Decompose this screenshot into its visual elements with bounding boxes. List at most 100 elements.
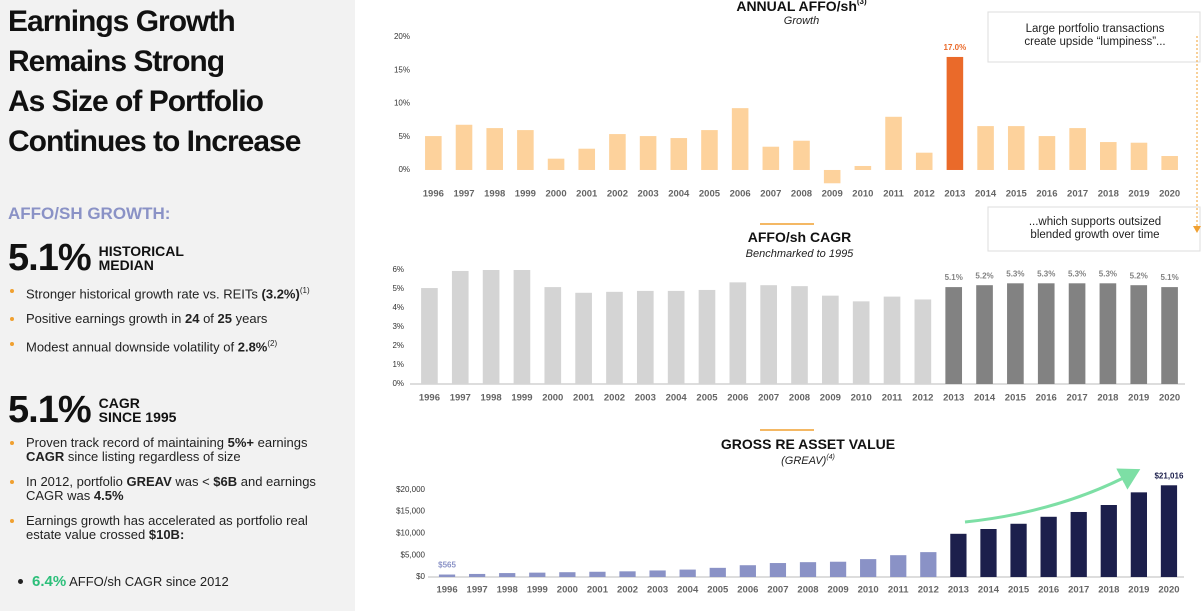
y-tick-label: 5% — [392, 284, 404, 293]
text-run: since listing regardless of size — [64, 449, 241, 464]
text-run: Proven track record of maintaining — [26, 435, 228, 450]
text-run: 24 — [184, 311, 200, 327]
y-tick-label: $20,000 — [396, 485, 425, 494]
bar — [1161, 156, 1178, 170]
x-tick-label: 1997 — [450, 393, 471, 404]
x-tick-label: 2004 — [668, 189, 690, 200]
bar — [1069, 128, 1086, 170]
x-tick-label: 2016 — [1038, 585, 1059, 596]
bar — [823, 169, 841, 184]
y-tick-label: $0 — [416, 572, 425, 581]
bar — [946, 56, 964, 170]
bar — [860, 559, 877, 577]
bar — [950, 533, 967, 577]
bar — [762, 146, 780, 170]
x-tick-label: 2000 — [542, 393, 563, 404]
bar — [822, 295, 839, 384]
stat-head: 5.1% CAGR SINCE 1995 — [8, 389, 338, 431]
y-tick-label: 3% — [392, 322, 404, 331]
bar — [649, 570, 666, 577]
bar — [547, 158, 565, 170]
bar — [529, 572, 546, 577]
x-tick-label: 2003 — [647, 585, 668, 596]
bar — [679, 569, 696, 577]
x-tick-label: 2017 — [1066, 393, 1087, 404]
bar — [945, 287, 963, 384]
x-tick-label: 2011 — [883, 189, 904, 200]
bar — [1160, 485, 1178, 577]
x-tick-label: 2003 — [638, 189, 659, 200]
bullet-list: Stronger historical growth rate vs. REIT… — [8, 284, 338, 355]
x-tick-label: 2013 — [944, 189, 965, 200]
chart-title: AFFO/sh CAGR — [748, 229, 851, 245]
value-label: 17.0% — [944, 43, 967, 52]
chart-subtitle: (GREAV)(4) — [781, 454, 835, 467]
value-label: 5.3% — [1068, 269, 1086, 278]
chart-title: ANNUAL AFFO/sh(3) — [736, 0, 867, 14]
x-tick-label: 2015 — [1005, 393, 1027, 404]
bar — [559, 572, 576, 577]
x-tick-label: 2006 — [730, 189, 751, 200]
text-run: CAGR — [26, 449, 65, 464]
x-tick-label: 2017 — [1068, 585, 1089, 596]
bar — [639, 136, 657, 170]
x-tick-label: 2000 — [557, 585, 578, 596]
left-panel: Earnings Growth Remains Strong As Size o… — [0, 0, 355, 611]
section: 5.1% HISTORICAL MEDIAN Stronger historical … — [8, 237, 338, 366]
y-tick-label: 10% — [394, 99, 410, 108]
y-tick-label: $15,000 — [396, 507, 425, 516]
bar — [589, 571, 606, 577]
text-run: Earnings growth has accelerated as portf… — [26, 513, 308, 542]
x-tick-label: 2019 — [1128, 189, 1149, 200]
x-tick-label: 2002 — [617, 585, 638, 596]
x-tick-label: 2003 — [635, 393, 656, 404]
x-tick-label: 2005 — [707, 585, 729, 596]
bar — [486, 128, 503, 170]
bar — [482, 270, 500, 384]
value-label: 5.2% — [975, 271, 993, 280]
bar — [517, 130, 534, 170]
bar — [606, 291, 623, 384]
bar — [1130, 142, 1148, 170]
bar — [1038, 136, 1056, 170]
x-tick-label: 1998 — [497, 585, 518, 596]
text-run: 6.4% — [32, 573, 67, 590]
bullet: Positive earnings growth in 24 of 25 yea… — [8, 312, 338, 326]
bar — [1007, 283, 1024, 384]
subtitle-text: (GREAV) — [781, 455, 827, 467]
bar — [829, 561, 847, 577]
x-tick-label: 1996 — [419, 393, 440, 404]
x-tick-label: 2018 — [1097, 393, 1118, 404]
text-run: 25 — [217, 311, 232, 327]
chart-title: GROSS RE ASSET VALUE — [721, 436, 895, 452]
text-run: Modest annual downside volatility of — [26, 339, 238, 355]
bar — [729, 282, 747, 384]
x-tick-label: 2013 — [948, 585, 969, 596]
annotation-box — [987, 206, 1201, 252]
x-tick-label: 2014 — [975, 189, 997, 200]
title-sup: (3) — [857, 0, 867, 6]
chart-subtitle: Benchmarked to 1995 — [746, 248, 855, 260]
text-run: In 2012, portfolio — [26, 474, 127, 489]
x-tick-label: 2014 — [978, 585, 1000, 596]
stat-label: CAGR SINCE 1995 — [99, 396, 177, 424]
bar — [667, 290, 685, 384]
subtitle-text: Growth — [784, 15, 819, 27]
y-tick-label: $10,000 — [396, 528, 425, 537]
y-tick-label: 4% — [392, 303, 404, 312]
bar — [1161, 287, 1178, 384]
x-tick-label: 2008 — [797, 585, 818, 596]
x-tick-label: 2010 — [858, 585, 879, 596]
bar — [609, 134, 626, 170]
value-label: $565 — [438, 561, 456, 570]
value-label: 5.3% — [1037, 269, 1055, 278]
x-tick-label: 2018 — [1098, 585, 1119, 596]
x-tick-label: 2012 — [918, 585, 939, 596]
title-text: AFFO/sh CAGR — [748, 229, 851, 245]
stat-label-line: HISTORICAL — [98, 243, 184, 259]
x-tick-label: 2009 — [822, 189, 843, 200]
value-label: 5.1% — [1160, 273, 1178, 282]
x-tick-label: 2002 — [604, 393, 625, 404]
text-run: (1) — [299, 286, 310, 295]
